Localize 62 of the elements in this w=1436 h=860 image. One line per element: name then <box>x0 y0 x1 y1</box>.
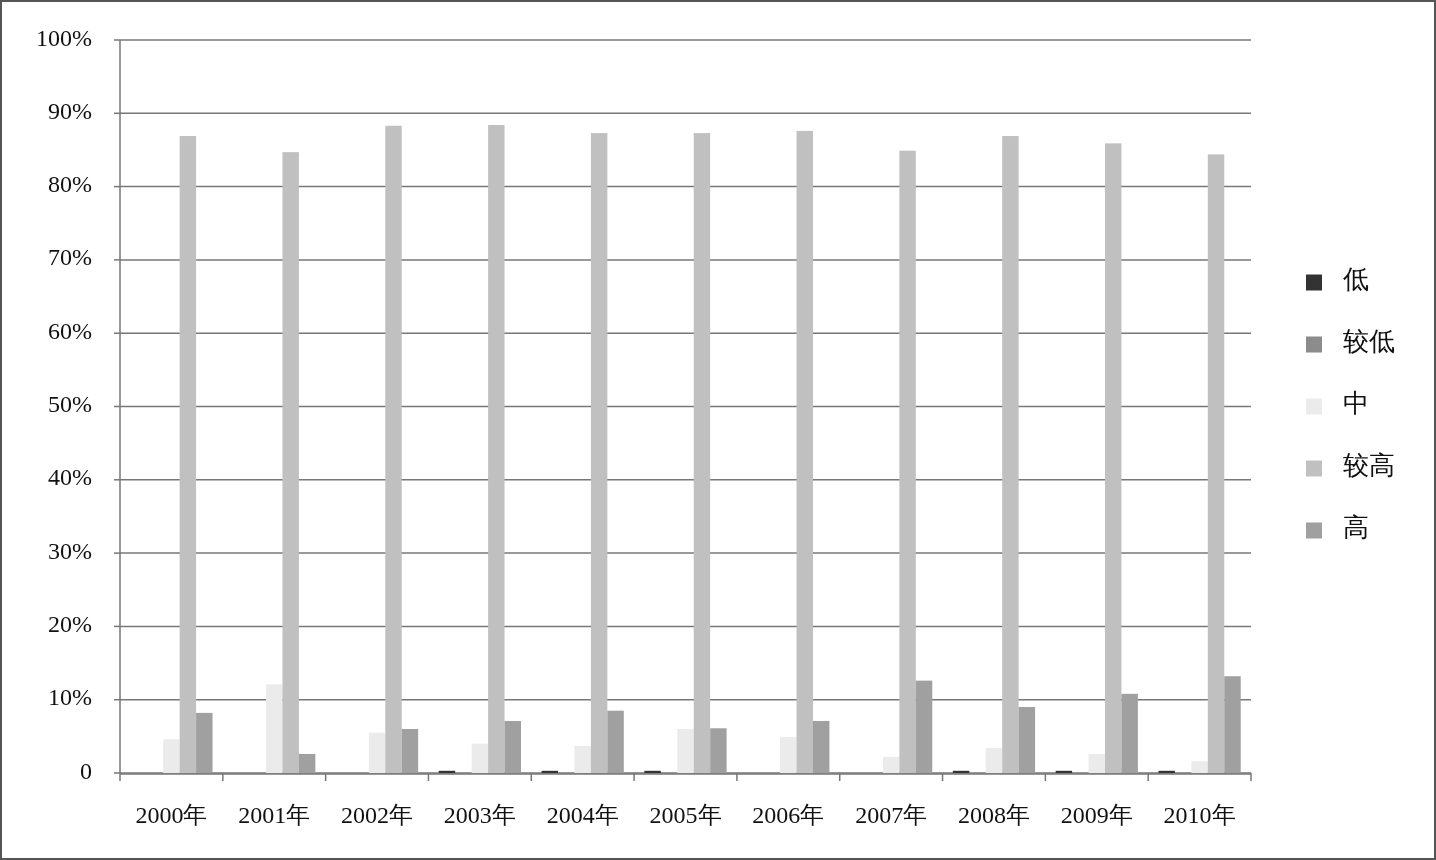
x-tick-label: 2001年 <box>238 802 311 828</box>
x-tick-label: 2005年 <box>649 802 722 828</box>
bar <box>1018 707 1036 773</box>
legend-label: 较低 <box>1343 327 1395 357</box>
bar <box>1224 676 1241 773</box>
bar <box>590 133 608 773</box>
y-tick-label: 10% <box>48 684 92 711</box>
x-tick-label: 2003年 <box>443 802 516 828</box>
bar <box>368 732 386 773</box>
bar <box>1002 136 1019 773</box>
legend-label: 中 <box>1343 389 1369 419</box>
bar <box>179 136 197 773</box>
bar <box>1105 143 1122 773</box>
legend-label: 高 <box>1343 513 1369 543</box>
bar <box>644 770 661 773</box>
bar <box>1207 154 1225 773</box>
y-tick-label: 90% <box>48 97 92 124</box>
bar <box>163 739 180 773</box>
bar <box>882 756 900 773</box>
bar <box>677 729 694 773</box>
y-tick-label: 50% <box>48 391 92 418</box>
bar <box>1088 753 1105 773</box>
bar <box>607 710 624 773</box>
bar <box>488 125 505 773</box>
bar <box>693 133 711 773</box>
bar <box>574 745 591 773</box>
y-tick-label: 0 <box>80 757 92 784</box>
y-tick-label: 20% <box>48 610 92 637</box>
bar <box>780 737 797 773</box>
x-tick-label: 2009年 <box>1060 802 1133 828</box>
bar <box>282 152 299 773</box>
bar <box>1191 761 1208 773</box>
bar <box>196 712 213 773</box>
bar <box>985 748 1003 773</box>
x-tick-label: 2007年 <box>855 802 928 828</box>
legend-label: 较高 <box>1343 451 1395 481</box>
bar <box>915 680 933 773</box>
x-tick-label: 2010年 <box>1163 802 1236 828</box>
bar <box>899 150 916 773</box>
bar <box>1158 770 1175 773</box>
x-tick-label: 2006年 <box>752 802 825 828</box>
x-tick-label: 2004年 <box>546 802 619 828</box>
bar <box>401 729 419 773</box>
x-tick-label: 2000年 <box>135 802 208 828</box>
bar <box>298 753 316 773</box>
x-tick-label: 2002年 <box>341 802 414 828</box>
y-tick-label: 100% <box>36 24 92 51</box>
bar <box>385 125 402 773</box>
bar <box>796 130 813 773</box>
y-tick-label: 40% <box>48 464 92 491</box>
bar <box>710 728 727 773</box>
bar <box>471 743 489 773</box>
bar <box>504 720 521 773</box>
bar <box>1121 693 1138 773</box>
bar <box>266 684 283 773</box>
y-tick-label: 60% <box>48 317 92 344</box>
y-tick-label: 70% <box>48 244 92 271</box>
y-tick-label: 30% <box>48 537 92 564</box>
bar <box>813 720 830 773</box>
x-tick-label: 2008年 <box>957 802 1030 828</box>
legend-label: 低 <box>1343 265 1369 295</box>
y-tick-label: 80% <box>48 171 92 198</box>
